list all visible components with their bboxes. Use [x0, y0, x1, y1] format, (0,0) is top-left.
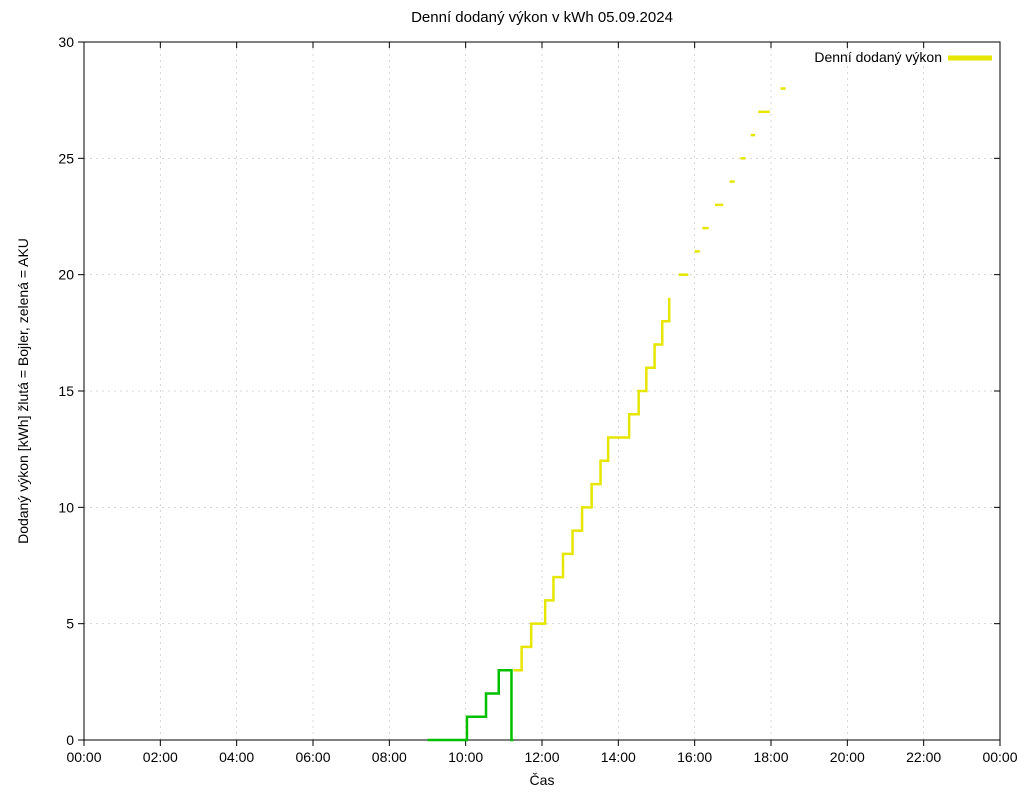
- chart-title: Denní dodaný výkon v kWh 05.09.2024: [411, 9, 673, 26]
- x-tick-label: 20:00: [830, 749, 865, 765]
- y-tick-label: 30: [58, 34, 74, 50]
- series-aku: [428, 670, 514, 740]
- y-tick-label: 0: [66, 732, 74, 748]
- x-tick-label: 00:00: [982, 749, 1017, 765]
- x-tick-label: 22:00: [906, 749, 941, 765]
- y-tick-label: 10: [58, 499, 74, 515]
- x-tick-label: 16:00: [677, 749, 712, 765]
- x-tick-label: 00:00: [66, 749, 101, 765]
- x-tick-label: 02:00: [143, 749, 178, 765]
- chart-svg: Denní dodaný výkon v kWh 05.09.2024 00:00…: [0, 0, 1024, 800]
- x-tick-label: 10:00: [448, 749, 483, 765]
- y-tick-label: 5: [66, 616, 74, 632]
- y-axis-label: Dodaný výkon [kWh] žlutá = Bojler, zelen…: [15, 238, 31, 544]
- y-tick-label: 25: [58, 150, 74, 166]
- x-tick-label: 12:00: [524, 749, 559, 765]
- x-tick-label: 06:00: [295, 749, 330, 765]
- x-tick-label: 08:00: [372, 749, 407, 765]
- y-tick-label: 20: [58, 267, 74, 283]
- x-tick-label: 14:00: [601, 749, 636, 765]
- x-tick-label: 18:00: [753, 749, 788, 765]
- chart-container: Denní dodaný výkon v kWh 05.09.2024 00:00…: [0, 0, 1024, 800]
- x-axis-label: Čas: [530, 772, 555, 788]
- series-bojler: [513, 298, 669, 670]
- y-tick-label: 15: [58, 383, 74, 399]
- x-tick-label: 04:00: [219, 749, 254, 765]
- legend-label: Denní dodaný výkon: [814, 49, 942, 65]
